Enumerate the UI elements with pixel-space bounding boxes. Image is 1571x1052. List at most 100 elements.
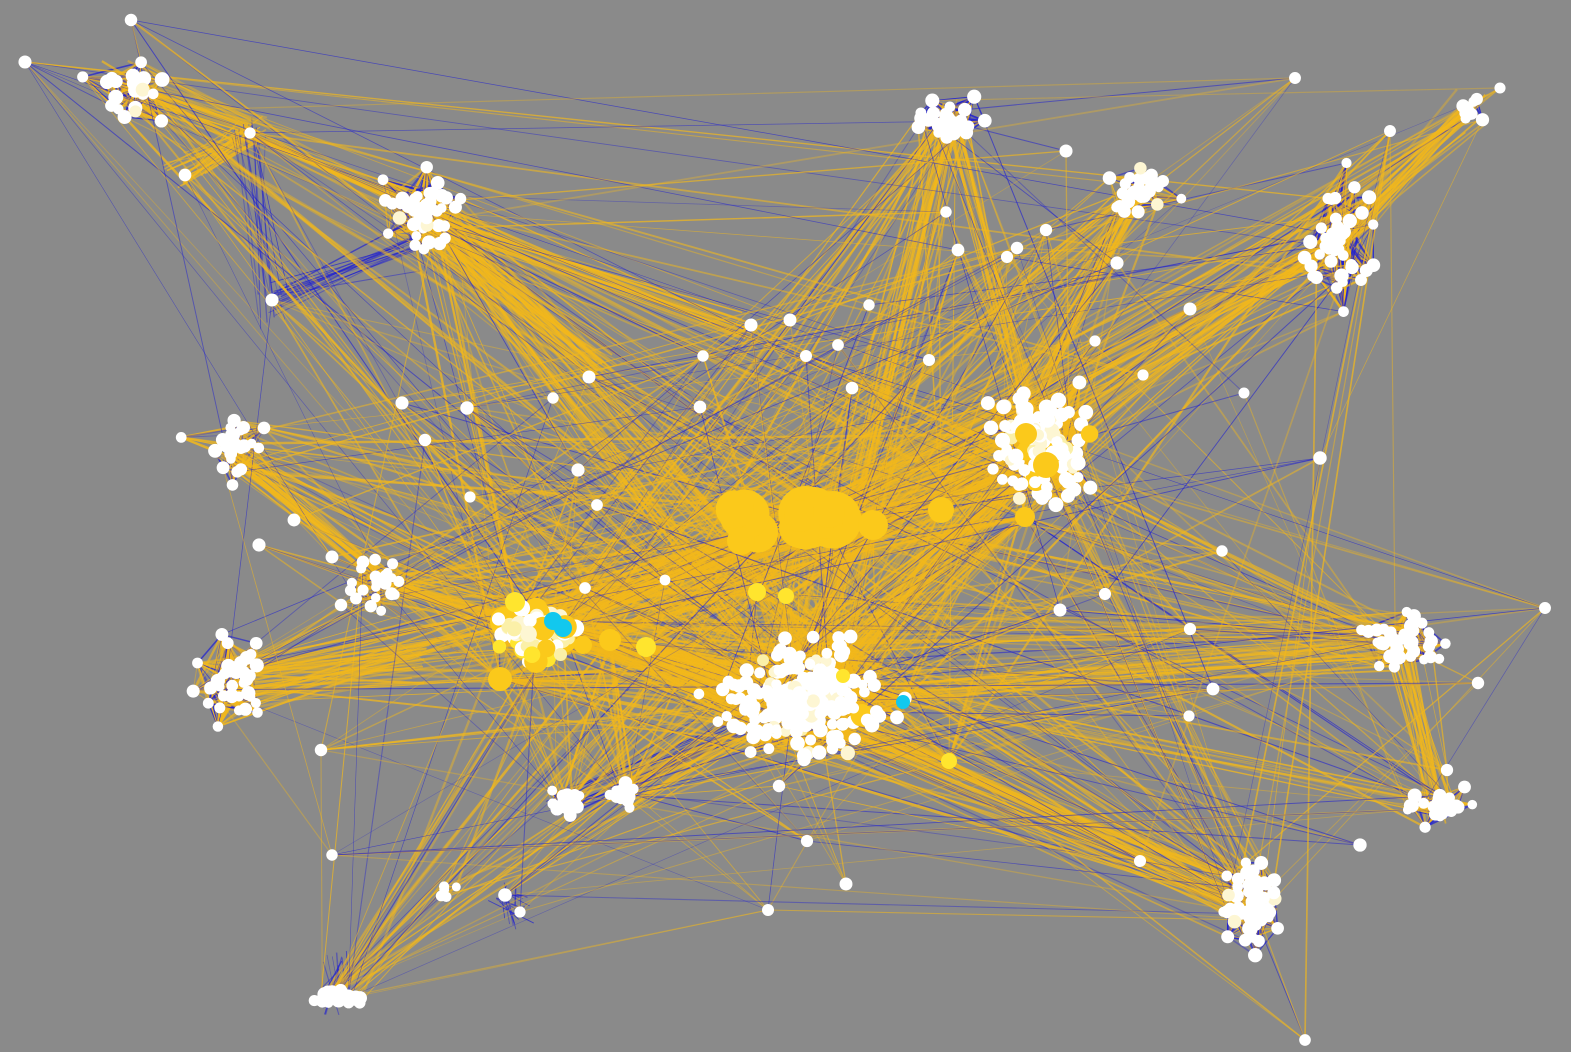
graph-node[interactable] <box>1078 404 1094 420</box>
graph-node[interactable] <box>1307 271 1318 282</box>
graph-node[interactable] <box>783 313 797 327</box>
graph-node[interactable] <box>983 420 999 435</box>
graph-node[interactable] <box>987 463 999 475</box>
graph-node[interactable] <box>778 631 792 646</box>
graph-node[interactable] <box>813 496 845 528</box>
graph-node[interactable] <box>958 102 972 117</box>
graph-node[interactable] <box>125 68 141 84</box>
graph-node[interactable] <box>235 442 247 454</box>
graph-node[interactable] <box>218 690 230 702</box>
graph-node[interactable] <box>387 558 399 570</box>
graph-node[interactable] <box>571 463 585 477</box>
graph-node[interactable] <box>135 82 150 97</box>
graph-node[interactable] <box>1329 212 1342 225</box>
graph-node[interactable] <box>761 903 775 917</box>
graph-node[interactable] <box>1119 178 1131 190</box>
graph-node[interactable] <box>1471 676 1485 690</box>
graph-node[interactable] <box>1362 190 1377 205</box>
graph-node[interactable] <box>771 724 782 735</box>
graph-node[interactable] <box>826 718 838 730</box>
graph-node[interactable] <box>805 734 817 746</box>
graph-node[interactable] <box>1041 481 1053 493</box>
graph-node[interactable] <box>1315 222 1327 234</box>
graph-node[interactable] <box>212 721 224 732</box>
graph-node[interactable] <box>1216 545 1228 557</box>
graph-node[interactable] <box>604 789 615 801</box>
graph-node[interactable] <box>857 679 868 690</box>
graph-node[interactable] <box>370 593 381 603</box>
graph-node[interactable] <box>1240 857 1252 868</box>
graph-node[interactable] <box>832 631 845 644</box>
graph-node[interactable] <box>233 705 245 716</box>
graph-node[interactable] <box>334 598 348 612</box>
graph-node[interactable] <box>1176 193 1187 204</box>
graph-node[interactable] <box>178 168 192 182</box>
graph-node[interactable] <box>215 628 229 641</box>
graph-node[interactable] <box>1110 256 1124 270</box>
graph-node[interactable] <box>1440 638 1451 649</box>
graph-node[interactable] <box>1072 375 1087 390</box>
graph-node[interactable] <box>226 479 239 491</box>
graph-node[interactable] <box>819 705 830 716</box>
graph-node[interactable] <box>579 582 591 594</box>
graph-node[interactable] <box>1271 921 1284 935</box>
graph-node[interactable] <box>977 113 992 128</box>
graph-node[interactable] <box>1070 455 1086 471</box>
graph-node[interactable] <box>863 299 875 311</box>
graph-node[interactable] <box>1422 640 1436 653</box>
graph-node[interactable] <box>464 491 476 503</box>
graph-node[interactable] <box>739 663 754 678</box>
graph-node[interactable] <box>498 888 512 902</box>
graph-node[interactable] <box>1418 797 1430 809</box>
graph-node[interactable] <box>233 691 245 702</box>
graph-node[interactable] <box>1441 803 1455 816</box>
graph-node[interactable] <box>1231 872 1245 886</box>
graph-node[interactable] <box>460 401 474 415</box>
graph-node[interactable] <box>996 473 1008 485</box>
graph-node[interactable] <box>353 996 366 1009</box>
graph-node[interactable] <box>1342 213 1357 229</box>
graph-node[interactable] <box>382 228 394 239</box>
graph-node[interactable] <box>1238 387 1250 399</box>
graph-node[interactable] <box>940 206 952 218</box>
graph-node[interactable] <box>613 792 624 803</box>
graph-node[interactable] <box>951 243 965 257</box>
graph-node[interactable] <box>1010 241 1024 255</box>
graph-node[interactable] <box>804 658 816 670</box>
graph-node[interactable] <box>314 743 328 757</box>
graph-node[interactable] <box>766 698 778 710</box>
graph-node[interactable] <box>523 613 537 628</box>
graph-node[interactable] <box>393 575 405 587</box>
graph-node[interactable] <box>438 881 450 892</box>
graph-node[interactable] <box>1313 451 1327 465</box>
graph-node[interactable] <box>1059 144 1073 158</box>
graph-node[interactable] <box>781 710 794 723</box>
graph-node[interactable] <box>451 882 461 892</box>
graph-node[interactable] <box>1247 864 1260 878</box>
graph-node[interactable] <box>1299 1034 1311 1046</box>
graph-node[interactable] <box>1289 72 1301 84</box>
graph-node[interactable] <box>746 722 759 735</box>
graph-node[interactable] <box>1341 157 1352 169</box>
graph-node[interactable] <box>996 399 1011 415</box>
graph-node[interactable] <box>1355 274 1367 286</box>
graph-node[interactable] <box>1051 436 1063 448</box>
graph-node[interactable] <box>147 88 159 100</box>
graph-node[interactable] <box>780 694 793 708</box>
graph-node[interactable] <box>1440 763 1454 777</box>
graph-node[interactable] <box>1058 471 1074 487</box>
graph-node[interactable] <box>628 783 639 795</box>
graph-node[interactable] <box>778 588 794 604</box>
graph-node[interactable] <box>192 657 203 669</box>
graph-node[interactable] <box>547 785 558 796</box>
graph-node[interactable] <box>1221 870 1233 882</box>
graph-node[interactable] <box>1137 369 1149 381</box>
graph-node[interactable] <box>441 891 452 902</box>
graph-node[interactable] <box>748 583 766 601</box>
graph-node[interactable] <box>813 722 828 738</box>
graph-node[interactable] <box>742 694 758 709</box>
graph-node[interactable] <box>1252 934 1265 947</box>
graph-node[interactable] <box>1330 232 1344 246</box>
graph-node[interactable] <box>1254 913 1265 924</box>
